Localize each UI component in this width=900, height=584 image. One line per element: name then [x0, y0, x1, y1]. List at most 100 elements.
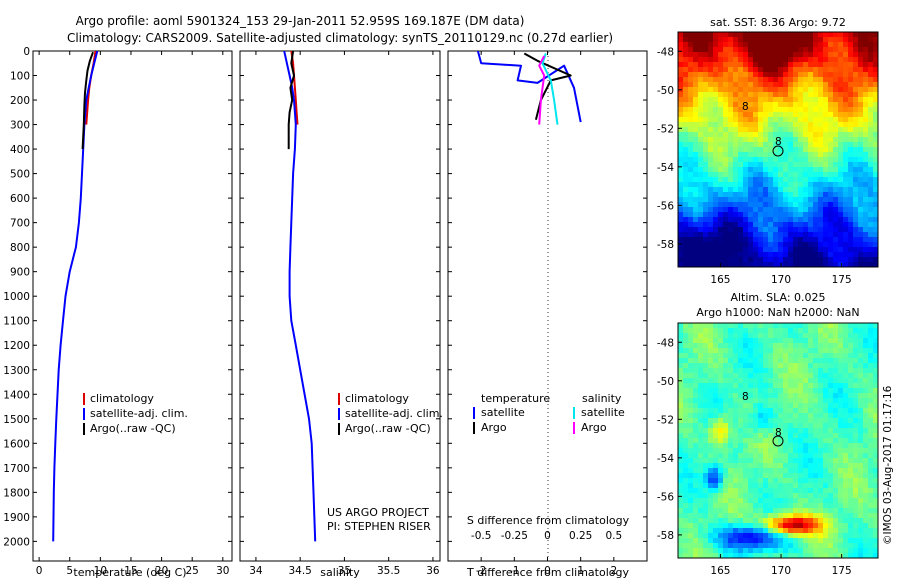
heatmap-cell [873, 72, 878, 78]
heatmap-cell [748, 358, 754, 364]
heatmap-cell [778, 433, 784, 439]
heatmap-cell [823, 32, 829, 38]
heatmap-cell [693, 513, 699, 519]
heatmap-cell [798, 92, 804, 98]
heatmap-cell [833, 533, 839, 539]
heatmap-cell [838, 388, 844, 394]
x-tick-label: 1 [577, 565, 584, 577]
heatmap-cell [783, 423, 789, 429]
heatmap-cell [773, 117, 779, 123]
heatmap-cell [793, 468, 799, 474]
heatmap-cell [808, 403, 814, 409]
heatmap-cell [803, 503, 809, 509]
heatmap-cell [768, 122, 774, 128]
heatmap-cell [823, 493, 829, 499]
heatmap-cell [698, 533, 704, 539]
heatmap-cell [768, 32, 774, 38]
heatmap-cell [788, 398, 794, 404]
heatmap-cell [743, 478, 749, 484]
heatmap-cell [828, 408, 834, 414]
heatmap-cell [778, 162, 784, 168]
depth-tick-label: 400 [10, 144, 30, 156]
heatmap-cell [728, 468, 734, 474]
heatmap-cell [713, 488, 719, 494]
heatmap-cell [753, 97, 759, 103]
heatmap-cell [838, 418, 844, 424]
heatmap-cell [713, 87, 719, 93]
heatmap-cell [843, 393, 849, 399]
heatmap-cell [728, 403, 734, 409]
heatmap-cell [833, 212, 839, 218]
heatmap-cell [823, 463, 829, 469]
heatmap-cell [838, 368, 844, 374]
heatmap-cell [743, 428, 749, 434]
heatmap-cell [718, 192, 724, 198]
heatmap-cell [703, 72, 709, 78]
heatmap-cell [868, 177, 874, 183]
heatmap-cell [728, 152, 734, 158]
heatmap-cell [698, 162, 704, 168]
heatmap-cell [788, 413, 794, 419]
heatmap-cell [833, 47, 839, 53]
heatmap-cell [738, 463, 744, 469]
heatmap-cell [873, 343, 878, 349]
heatmap-cell [778, 197, 784, 203]
heatmap-cell [788, 418, 794, 424]
heatmap-cell [758, 167, 764, 173]
heatmap-cell [768, 207, 774, 213]
heatmap-cell [753, 32, 759, 38]
heatmap-cell [698, 52, 704, 58]
heatmap-cell [688, 523, 694, 529]
heatmap-cell [743, 67, 749, 73]
heatmap-cell [843, 77, 849, 83]
heatmap-cell [828, 548, 834, 554]
heatmap-cell [688, 147, 694, 153]
heatmap-cell [753, 107, 759, 113]
heatmap-cell [683, 192, 689, 198]
heatmap-cell [718, 52, 724, 58]
heatmap-cell [768, 473, 774, 479]
depth-tick-label: 800 [10, 242, 30, 254]
heatmap-cell [768, 463, 774, 469]
heatmap-cell [758, 187, 764, 193]
heatmap-cell [748, 182, 754, 188]
heatmap-cell [773, 538, 779, 544]
heatmap-cell [868, 353, 874, 359]
heatmap-cell [688, 398, 694, 404]
heatmap-cell [798, 353, 804, 359]
heatmap-cell [763, 418, 769, 424]
heatmap-cell [813, 363, 819, 369]
heatmap-cell [873, 232, 878, 238]
heatmap-cell [868, 42, 874, 48]
heatmap-cell [783, 152, 789, 158]
heatmap-cell [723, 232, 729, 238]
heatmap-cell [758, 458, 764, 464]
heatmap-cell [763, 232, 769, 238]
heatmap-cell [793, 47, 799, 53]
heatmap-cell [853, 468, 859, 474]
heatmap-cell [678, 102, 684, 108]
heatmap-cell [688, 518, 694, 524]
heatmap-cell [863, 438, 869, 444]
heatmap-cell [823, 252, 829, 258]
heatmap-cell [818, 82, 824, 88]
heatmap-cell [788, 538, 794, 544]
heatmap-cell [723, 388, 729, 394]
heatmap-cell [778, 117, 784, 123]
heatmap-cell [778, 493, 784, 499]
heatmap-cell [868, 543, 874, 549]
heatmap-cell [803, 172, 809, 178]
heatmap-cell [733, 97, 739, 103]
heatmap-cell [863, 162, 869, 168]
heatmap-cell [698, 147, 704, 153]
heatmap-cell [833, 122, 839, 128]
heatmap-cell [783, 87, 789, 93]
heatmap-cell [838, 32, 844, 38]
heatmap-cell [863, 538, 869, 544]
heatmap-cell [803, 513, 809, 519]
heatmap-cell [793, 328, 799, 334]
heatmap-cell [788, 127, 794, 133]
heatmap-cell [793, 473, 799, 479]
heatmap-cell [843, 102, 849, 108]
